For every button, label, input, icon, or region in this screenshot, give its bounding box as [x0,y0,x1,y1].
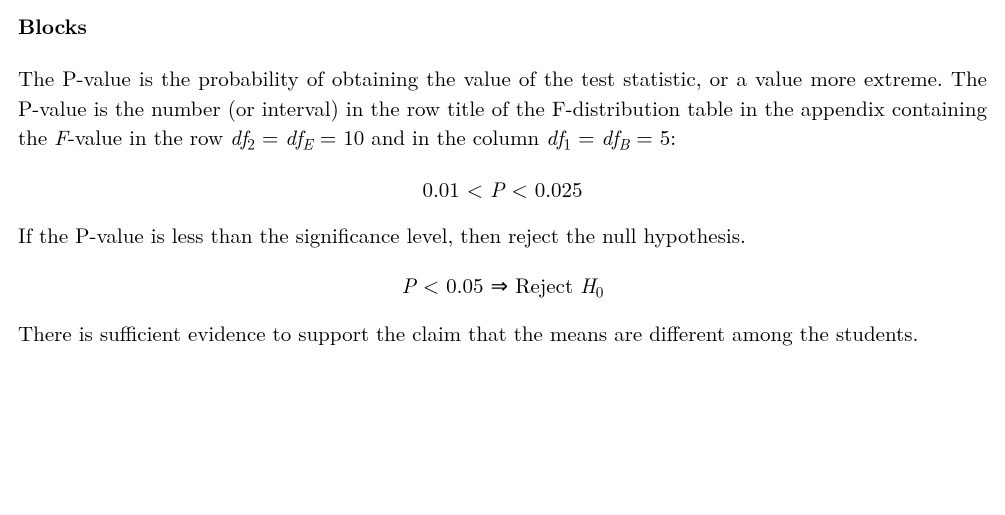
paragraph-3: There is sufficient evidence to support … [18,319,987,349]
var-F: F [54,122,68,152]
eq-2: = [571,122,601,152]
f2-P: P [402,270,416,300]
sub-2: 2 [247,134,255,155]
formula-pvalue-interval: 0.01 < P < 0.025 [18,175,987,205]
sub-1: 1 [563,134,571,155]
f2-H: H [580,270,596,300]
paragraph-2: If the P-value is less than the signific… [18,221,987,251]
f1-P: P [490,174,504,204]
sub-E: E [302,134,312,155]
var-dfE: df [285,122,302,152]
eq5: = 5 [629,122,670,152]
para1-text-mid2: and in the column [364,122,546,152]
eq10: = 10 [313,122,364,152]
f2-reject: Reject [515,270,580,300]
f1-left: 0.01 < [422,174,490,204]
formula-decision: P < 0.05 ⇒ Reject H0 [18,271,987,303]
sub-B: B [619,134,630,155]
paragraph-1: The P-value is the probability of obtain… [18,64,987,156]
var-dfB: df [601,122,618,152]
colon: : [670,122,676,152]
para1-text-mid1: -value in the row [68,122,230,152]
f2-lt: < 0.05 ⇒ [416,270,515,300]
f1-right: < 0.025 [504,174,582,204]
section-heading: Blocks [18,12,987,42]
f2-Hsub: 0 [596,281,604,302]
var-df2-left: df [230,122,247,152]
eq-1: = [255,122,285,152]
var-df1-left: df [546,122,563,152]
